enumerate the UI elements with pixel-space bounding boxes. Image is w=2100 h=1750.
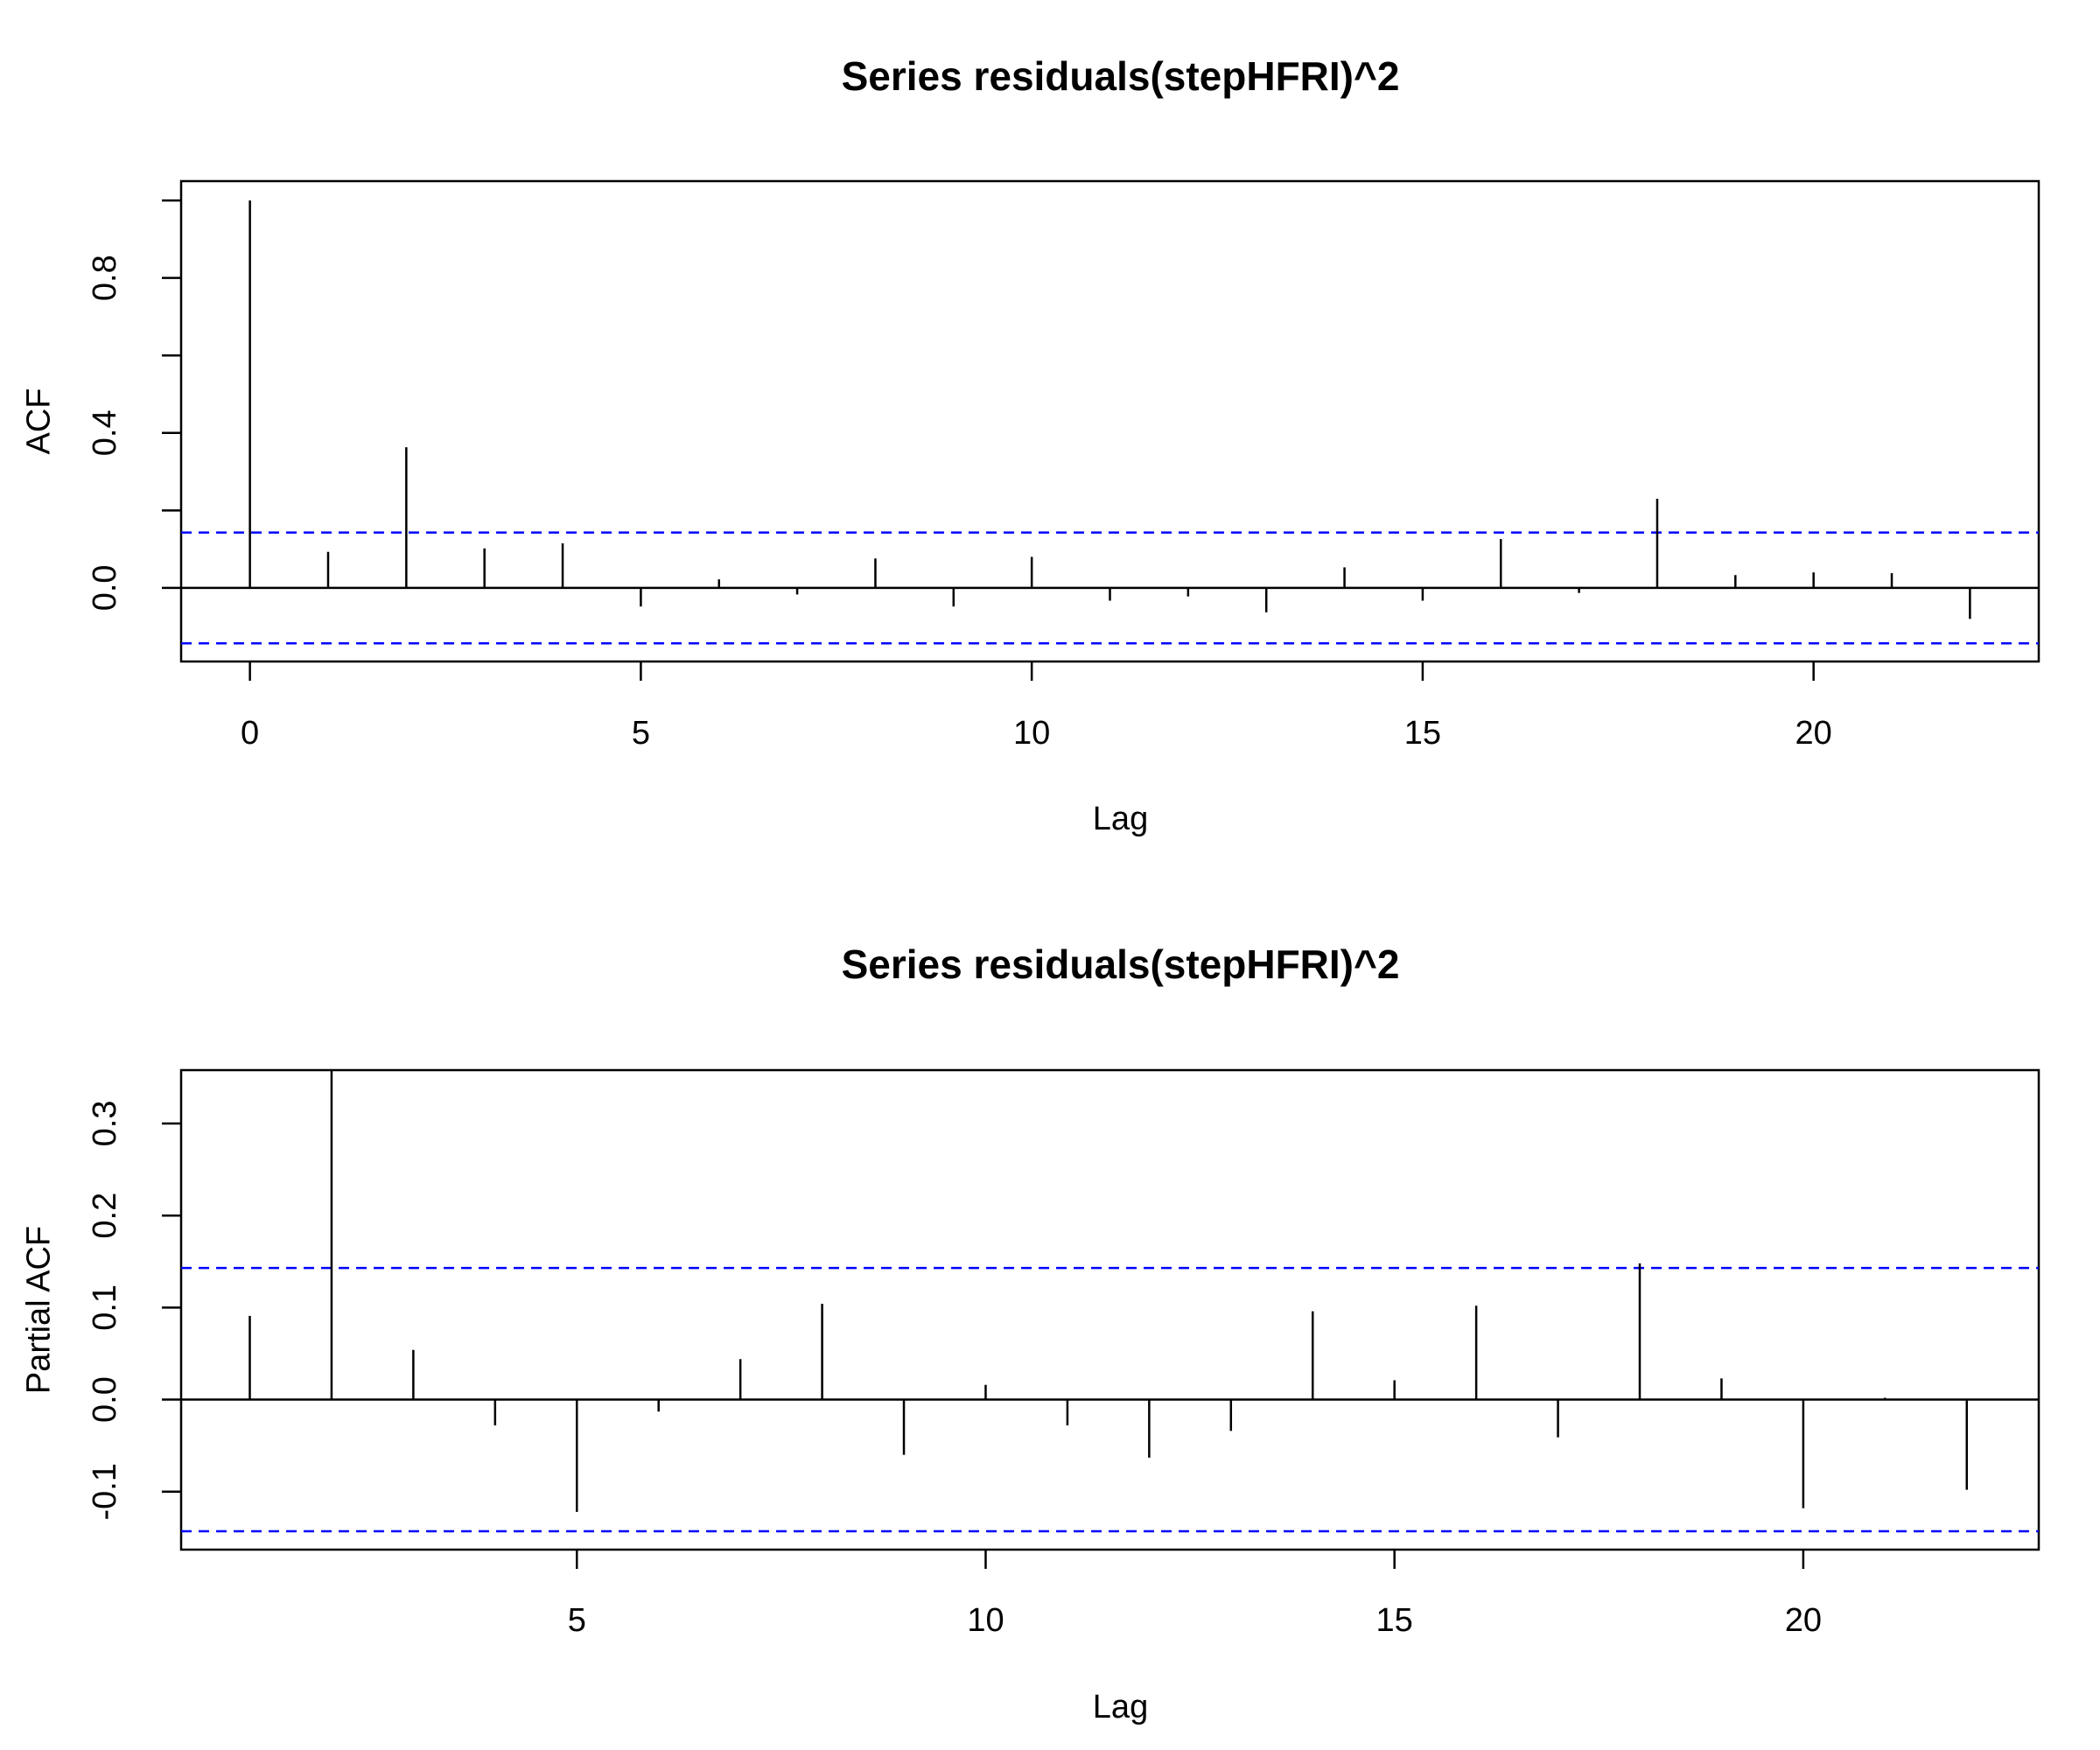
y-tick-label: 0.0 <box>87 564 123 611</box>
y-tick-label: 0.0 <box>87 1376 123 1423</box>
y-tick-label: 0.3 <box>87 1101 123 1147</box>
x-tick-label: 5 <box>568 1602 586 1639</box>
plot-frame <box>179 1068 2040 1551</box>
x-tick-label: 20 <box>1796 715 1832 752</box>
x-tick-label: 10 <box>1013 715 1050 752</box>
x-tick-label: 10 <box>967 1602 1004 1639</box>
y-tick-label: 0.2 <box>87 1193 123 1239</box>
x-tick-label: 15 <box>1376 1602 1413 1639</box>
x-axis-title: Lag <box>1093 1689 1148 1726</box>
x-tick-label: 0 <box>241 715 259 752</box>
y-tick-label: 0.4 <box>87 410 123 456</box>
acf-panel: Series residuals(stepHFRI)^2 0 5 10 15 20 0.0 0… <box>20 53 2040 837</box>
y-tick-label: -0.1 <box>87 1463 123 1520</box>
y-tick-label: 0.8 <box>87 255 123 301</box>
chart-title: Series residuals(stepHFRI)^2 <box>842 53 1400 99</box>
y-tick-label: 0.1 <box>87 1284 123 1331</box>
y-axis-title: Partial ACF <box>20 1226 57 1394</box>
chart-title: Series residuals(stepHFRI)^2 <box>842 942 1400 987</box>
y-axis-title: ACF <box>20 388 57 455</box>
x-tick-label: 20 <box>1785 1602 1822 1639</box>
x-axis-title: Lag <box>1093 801 1148 837</box>
plot-frame <box>179 179 2040 663</box>
x-tick-label: 5 <box>632 715 650 752</box>
pacf-panel: Series residuals(stepHFRI)^2 5 10 15 20 -0.1 0… <box>20 942 2040 1726</box>
x-tick-label: 15 <box>1404 715 1441 752</box>
